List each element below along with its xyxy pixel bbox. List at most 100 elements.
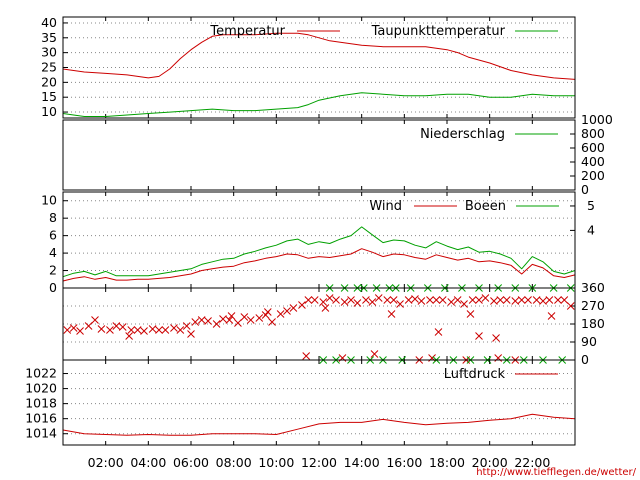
temperatur-line xyxy=(62,32,576,80)
x-tick-label: 10:00 xyxy=(258,455,294,470)
data-point xyxy=(234,319,242,327)
legend-label: Wind xyxy=(369,199,402,214)
y-tick-label: 200 xyxy=(581,168,605,183)
legend-label: Taupunkttemperatur xyxy=(371,24,506,39)
data-point xyxy=(434,328,443,336)
x-tick-label: 20:00 xyxy=(472,455,508,470)
x-tick-label: 22:00 xyxy=(514,455,550,470)
data-point xyxy=(112,322,121,330)
data-point xyxy=(182,322,191,330)
data-point xyxy=(404,296,413,304)
data-point xyxy=(263,308,272,316)
y-tick-label: 0 xyxy=(581,352,589,367)
data-point xyxy=(140,327,148,335)
y-tick-label: 1014 xyxy=(25,426,57,441)
data-point xyxy=(362,296,370,304)
data-point xyxy=(161,326,170,334)
panel-frame xyxy=(62,119,576,191)
y-tick-label: 1016 xyxy=(25,411,57,426)
y-tick-label: 20 xyxy=(41,74,57,89)
data-point xyxy=(453,296,462,304)
data-point xyxy=(225,316,234,324)
data-point xyxy=(368,298,377,306)
x-tick-label: 04:00 xyxy=(130,455,166,470)
data-point xyxy=(532,296,541,304)
data-point xyxy=(148,325,157,333)
panel-frame xyxy=(62,359,576,446)
data-point xyxy=(125,332,133,340)
data-point xyxy=(396,300,404,308)
right-axis-label: 5 xyxy=(587,198,595,213)
data-point xyxy=(69,324,78,332)
y-tick-label: 0 xyxy=(49,280,57,295)
source-link[interactable]: http://www.tiefflegen.de/wetter/ xyxy=(476,467,636,478)
data-point xyxy=(347,296,355,304)
y-tick-label: 600 xyxy=(581,140,605,155)
data-point xyxy=(84,322,93,330)
x-tick-label: 18:00 xyxy=(429,455,465,470)
data-point xyxy=(97,325,106,333)
panel-frame xyxy=(62,16,576,119)
y-tick-label: 35 xyxy=(41,30,57,45)
x-tick-label: 02:00 xyxy=(88,455,124,470)
x-tick-label: 06:00 xyxy=(173,455,209,470)
data-point xyxy=(127,326,136,334)
y-tick-label: 1000 xyxy=(581,112,613,127)
y-tick-label: 10 xyxy=(41,104,57,119)
data-point xyxy=(155,326,163,334)
x-tick-label: 08:00 xyxy=(216,455,252,470)
y-tick-label: 90 xyxy=(581,334,597,349)
data-point xyxy=(240,313,249,321)
data-point xyxy=(268,318,276,326)
x-tick-label: 16:00 xyxy=(386,455,422,470)
data-point xyxy=(176,326,185,334)
x-tick-label: 12:00 xyxy=(301,455,337,470)
data-point xyxy=(389,296,398,304)
legend-label: Boeen xyxy=(465,199,506,214)
data-point xyxy=(545,296,554,304)
y-tick-label: 10 xyxy=(41,193,57,208)
legend-label: Temperatur xyxy=(209,24,285,39)
data-point xyxy=(283,307,291,315)
wind-line xyxy=(62,248,576,282)
data-point xyxy=(460,300,468,308)
right-axis-label: 4 xyxy=(587,222,595,237)
data-point xyxy=(170,324,178,332)
data-point xyxy=(191,318,200,326)
luftdruck-line xyxy=(62,413,576,436)
y-tick-label: 40 xyxy=(41,15,57,30)
data-point xyxy=(387,310,396,318)
data-point xyxy=(447,298,456,306)
y-tick-label: 30 xyxy=(41,45,57,60)
data-point xyxy=(289,304,298,312)
data-point xyxy=(502,296,511,304)
data-point xyxy=(340,298,349,306)
data-point xyxy=(319,298,328,306)
y-tick-label: 2 xyxy=(49,263,57,278)
y-tick-label: 180 xyxy=(581,316,605,331)
data-point xyxy=(304,296,313,304)
wind-panel: 0 2 4 6 8 10 5 4 Wind Boeen xyxy=(41,191,595,295)
data-point xyxy=(227,312,236,320)
data-point xyxy=(411,295,419,303)
data-point xyxy=(566,302,575,310)
data-point xyxy=(560,296,569,304)
data-point xyxy=(204,317,212,325)
data-point xyxy=(219,315,227,323)
y-tick-label: 1022 xyxy=(25,366,57,381)
data-point xyxy=(490,297,498,305)
data-point xyxy=(302,352,311,360)
y-tick-label: 1018 xyxy=(25,396,57,411)
data-point xyxy=(255,314,264,322)
data-point xyxy=(496,296,505,304)
x-tick-label: 14:00 xyxy=(344,455,380,470)
data-point xyxy=(481,294,490,302)
y-tick-label: 6 xyxy=(49,228,57,243)
data-point xyxy=(370,350,379,358)
data-point xyxy=(547,312,556,320)
data-point xyxy=(106,326,114,334)
